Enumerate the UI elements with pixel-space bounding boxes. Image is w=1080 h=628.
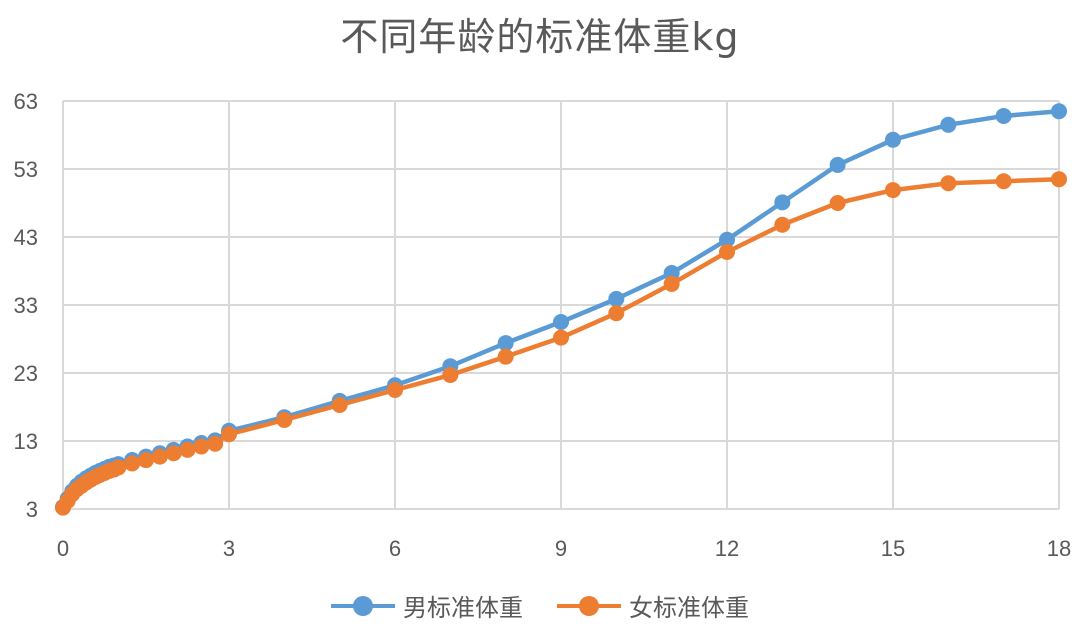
y-tick-label: 53 <box>14 157 38 182</box>
data-point[interactable] <box>207 435 224 452</box>
data-point[interactable] <box>774 216 791 233</box>
y-tick-label: 13 <box>14 429 38 454</box>
x-tick-label: 18 <box>1047 536 1071 561</box>
data-point[interactable] <box>1051 171 1067 188</box>
legend-item-male[interactable]: 男标准体重 <box>331 588 523 623</box>
data-point[interactable] <box>221 426 237 443</box>
data-point[interactable] <box>331 396 348 413</box>
y-tick-label: 63 <box>14 89 38 114</box>
data-point[interactable] <box>151 448 168 465</box>
series-female <box>55 171 1067 516</box>
x-axis-ticks: 0 3 6 9 12 15 18 <box>57 536 1071 561</box>
data-point[interactable] <box>387 382 403 398</box>
legend: 男标准体重 女标准体重 <box>0 588 1080 623</box>
data-point[interactable] <box>276 411 293 428</box>
x-tick-label: 15 <box>881 536 905 561</box>
data-point[interactable] <box>608 290 625 307</box>
data-point[interactable] <box>829 195 846 211</box>
data-point[interactable] <box>885 131 901 148</box>
legend-marker-icon <box>557 595 621 616</box>
legend-label: 女标准体重 <box>629 594 749 622</box>
data-point[interactable] <box>663 275 680 292</box>
data-point[interactable] <box>553 314 569 330</box>
data-point[interactable] <box>608 305 625 322</box>
data-point[interactable] <box>193 438 210 455</box>
data-point[interactable] <box>774 194 791 211</box>
data-point[interactable] <box>138 452 154 469</box>
legend-label: 男标准体重 <box>403 594 523 622</box>
legend-item-female[interactable]: 女标准体重 <box>557 588 749 623</box>
data-point[interactable] <box>995 173 1012 190</box>
data-point[interactable] <box>995 107 1012 124</box>
y-tick-label: 43 <box>14 225 38 250</box>
x-tick-label: 9 <box>555 536 567 561</box>
x-tick-label: 12 <box>715 536 739 561</box>
data-point[interactable] <box>940 116 957 133</box>
y-tick-label: 23 <box>14 361 38 386</box>
x-tick-label: 0 <box>57 536 69 561</box>
data-point[interactable] <box>179 441 196 458</box>
data-point[interactable] <box>165 445 182 462</box>
data-point[interactable] <box>719 243 735 260</box>
legend-marker-icon <box>331 595 395 616</box>
data-point[interactable] <box>124 455 141 472</box>
data-series <box>55 103 1067 516</box>
data-point[interactable] <box>110 459 127 476</box>
data-point[interactable] <box>885 182 901 199</box>
data-point[interactable] <box>442 367 459 384</box>
chart-title: 不同年龄的标准体重kg <box>340 15 740 59</box>
data-point[interactable] <box>497 335 514 352</box>
x-tick-label: 3 <box>223 536 235 561</box>
data-point[interactable] <box>829 156 846 173</box>
gridlines <box>62 100 1060 510</box>
y-tick-label: 33 <box>14 293 38 318</box>
data-point[interactable] <box>497 348 514 365</box>
data-point[interactable] <box>553 329 569 346</box>
x-tick-label: 6 <box>389 536 401 561</box>
data-point[interactable] <box>719 231 735 248</box>
data-point[interactable] <box>1051 103 1067 120</box>
y-tick-label: 3 <box>26 497 38 522</box>
y-axis-ticks: 3 13 23 33 43 53 63 <box>14 89 38 522</box>
data-point[interactable] <box>940 175 957 192</box>
